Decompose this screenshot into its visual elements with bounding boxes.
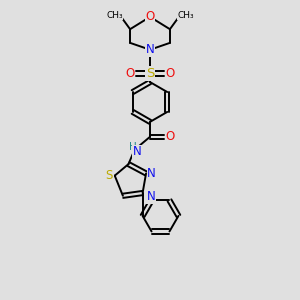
Text: S: S bbox=[146, 67, 154, 80]
Text: H: H bbox=[130, 142, 137, 152]
Text: N: N bbox=[146, 43, 154, 56]
Text: N: N bbox=[147, 190, 155, 203]
Text: O: O bbox=[146, 11, 154, 23]
Text: CH₃: CH₃ bbox=[177, 11, 194, 20]
Text: O: O bbox=[125, 67, 134, 80]
Text: O: O bbox=[166, 130, 175, 143]
Text: S: S bbox=[106, 169, 113, 182]
Text: CH₃: CH₃ bbox=[106, 11, 123, 20]
Text: N: N bbox=[147, 167, 156, 180]
Text: N: N bbox=[133, 145, 141, 158]
Text: O: O bbox=[166, 67, 175, 80]
